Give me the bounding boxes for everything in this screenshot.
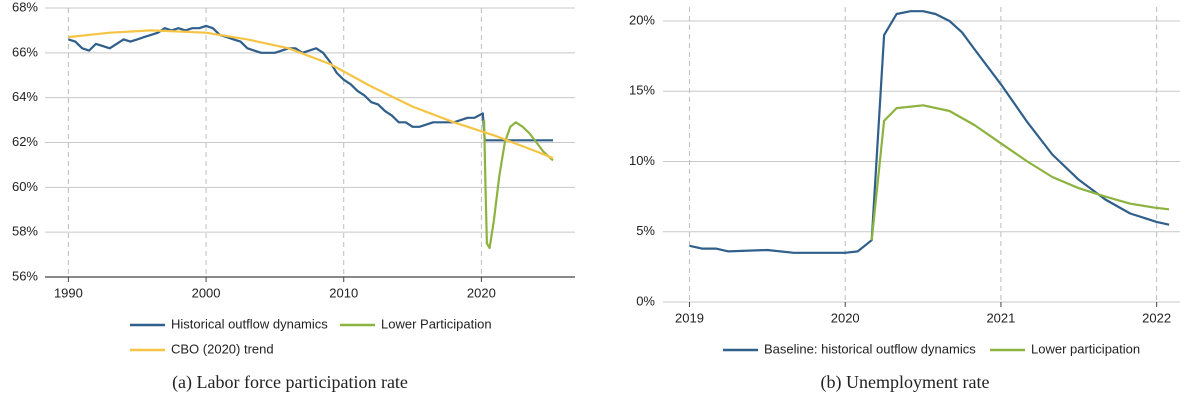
x-tick-label: 2010 <box>329 285 358 300</box>
line-series <box>689 10 1170 254</box>
legend-label: Lower Participation <box>381 316 492 331</box>
legend-label: CBO (2020) trend <box>171 341 274 356</box>
y-tick-label: 15% <box>629 83 655 98</box>
y-tick-label: 68% <box>12 0 38 14</box>
x-tick-label: 2022 <box>1142 310 1171 325</box>
y-tick-label: 5% <box>636 223 655 238</box>
y-tick-label: 64% <box>12 89 38 104</box>
x-tick-label: 2019 <box>675 310 704 325</box>
y-tick-label: 62% <box>12 134 38 149</box>
line-series <box>68 29 554 160</box>
x-tick-label: 2020 <box>467 285 496 300</box>
x-tick-label: 2000 <box>192 285 221 300</box>
y-tick-label: 56% <box>12 268 38 283</box>
y-tick-label: 0% <box>636 293 655 308</box>
y-tick-label: 20% <box>629 12 655 27</box>
y-tick-label: 10% <box>629 153 655 168</box>
x-tick-label: 2020 <box>831 310 860 325</box>
line-series <box>870 104 1170 241</box>
legend-label: Lower participation <box>1031 341 1140 356</box>
line-series <box>483 120 554 249</box>
line-series <box>68 24 553 142</box>
x-tick-label: 1990 <box>54 285 83 300</box>
y-tick-label: 66% <box>12 44 38 59</box>
y-tick-label: 60% <box>12 179 38 194</box>
legend-label: Historical outflow dynamics <box>171 316 328 331</box>
caption: (b) Unemployment rate <box>821 372 990 393</box>
y-tick-label: 58% <box>12 224 38 239</box>
caption: (a) Labor force participation rate <box>172 372 408 393</box>
legend-label: Baseline: historical outflow dynamics <box>764 341 976 356</box>
x-tick-label: 2021 <box>986 310 1015 325</box>
